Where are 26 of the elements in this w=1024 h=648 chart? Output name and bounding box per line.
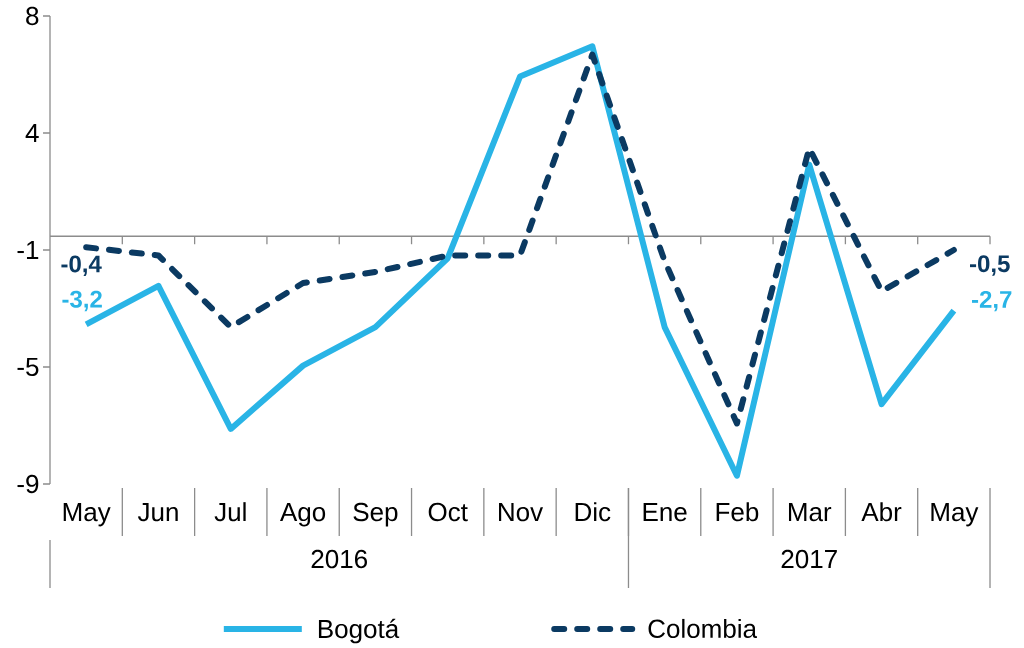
data-label: -0,5 [970, 255, 1010, 276]
x-tick-label: Abr [861, 502, 902, 522]
x-tick-label: Sep [353, 502, 398, 527]
x-tick-label: May [931, 503, 979, 527]
data-label: -3,2 [62, 290, 102, 312]
y-tick-label: -9 [17, 474, 39, 494]
x-tick-label: Jun [137, 503, 178, 522]
y-tick-label: -1 [17, 241, 39, 259]
y-tick-label: 4 [25, 124, 39, 142]
x-tick-label: May [63, 503, 111, 527]
y-tick-label: -5 [17, 357, 39, 377]
y-tick-label: 8 [26, 6, 39, 26]
data-label: -0,4 [61, 255, 102, 276]
x-tick-label: Ago [280, 503, 326, 527]
legend-label: Bogotá [318, 618, 400, 644]
x-tick-label: Mar [788, 503, 832, 522]
data-label: -2,7 [972, 290, 1012, 312]
text: 2017 [781, 549, 837, 569]
x-tick-label: Jul [214, 502, 246, 522]
text: 2016 [311, 549, 367, 569]
x-tick-label: Nov [499, 503, 544, 522]
x-tick-label: Ene [643, 503, 687, 522]
x-tick-label: Oct [428, 502, 468, 522]
x-tick-label: Feb [716, 502, 759, 522]
legend-label: Colombia [648, 618, 758, 638]
x-tick-label: Dic [575, 502, 611, 522]
